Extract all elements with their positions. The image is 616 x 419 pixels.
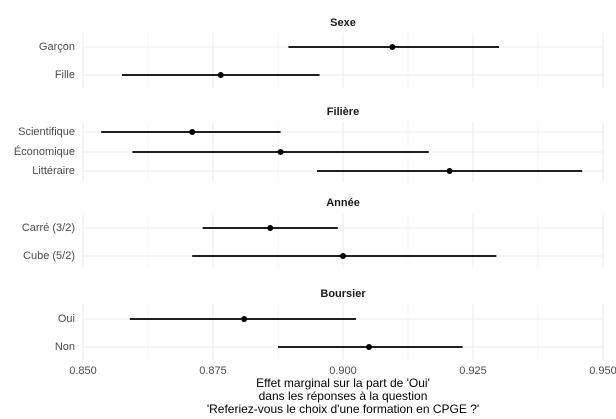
panel-strip-label: Filière — [327, 106, 359, 118]
estimate-point — [267, 225, 274, 231]
estimate-point — [389, 44, 396, 50]
panel-strip-label: Sexe — [330, 17, 356, 29]
category-label: Fille — [55, 69, 75, 81]
estimate-point — [446, 168, 453, 174]
estimate-point — [366, 344, 372, 350]
x-tick-label: 0.875 — [199, 365, 227, 377]
panel-strip-label: Boursier — [320, 288, 366, 300]
category-label: Littéraire — [32, 165, 75, 177]
estimate-point — [340, 253, 346, 259]
estimate-point — [277, 149, 284, 155]
category-label: Non — [55, 341, 75, 353]
x-tick-label: 0.850 — [69, 365, 97, 377]
category-label: Cube (5/2) — [23, 250, 75, 262]
x-axis-title-line: 'Referiez-vous le choix d'une formation … — [207, 402, 479, 416]
category-label: Scientifique — [18, 126, 75, 138]
estimate-point — [189, 129, 196, 135]
panel-strip-label: Année — [326, 197, 360, 209]
category-label: Garçon — [39, 41, 75, 53]
category-label: Économique — [14, 145, 75, 158]
estimate-point — [217, 72, 224, 78]
x-axis-title-line: dans les réponses à la question — [259, 389, 428, 403]
estimate-point — [241, 316, 248, 322]
category-label: Oui — [58, 313, 75, 325]
category-label: Carré (3/2) — [22, 222, 75, 234]
x-tick-label: 0.950 — [589, 365, 616, 377]
x-tick-label: 0.925 — [459, 365, 487, 377]
x-tick-label: 0.900 — [329, 365, 357, 377]
x-axis-title-line: Effet marginal sur la part de 'Oui' — [256, 376, 430, 390]
